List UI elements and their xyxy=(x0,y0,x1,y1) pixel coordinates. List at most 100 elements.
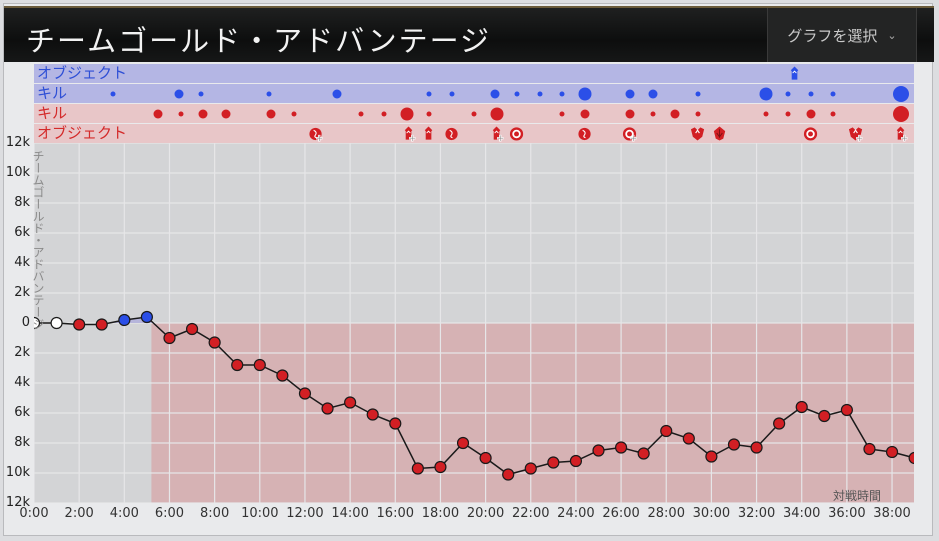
data-point[interactable] xyxy=(411,462,424,475)
dragon-icon[interactable] xyxy=(444,125,460,142)
kill-marker[interactable] xyxy=(808,91,814,97)
kill-marker[interactable] xyxy=(559,111,565,117)
kill-marker[interactable] xyxy=(266,91,272,97)
kill-marker[interactable] xyxy=(426,91,432,97)
data-point[interactable] xyxy=(750,441,763,454)
kill-marker[interactable] xyxy=(490,107,504,121)
kill-marker[interactable] xyxy=(893,86,910,102)
data-point[interactable] xyxy=(253,358,266,372)
kill-marker[interactable] xyxy=(174,89,183,99)
kill-marker[interactable] xyxy=(381,111,387,117)
kill-marker[interactable] xyxy=(358,111,364,117)
data-point[interactable] xyxy=(773,417,786,430)
x-axis-label: 対戦時間 xyxy=(833,489,882,503)
data-point[interactable] xyxy=(524,462,537,475)
kill-marker[interactable] xyxy=(806,109,816,119)
kill-marker[interactable] xyxy=(537,91,543,97)
data-point[interactable] xyxy=(389,417,402,430)
kill-marker[interactable] xyxy=(578,87,592,101)
kill-marker[interactable] xyxy=(514,91,520,97)
x-tick-label: 16:00 xyxy=(376,506,414,521)
data-point[interactable] xyxy=(366,408,379,421)
tower-icon[interactable] xyxy=(787,65,803,82)
data-point[interactable] xyxy=(818,409,831,423)
data-point[interactable] xyxy=(863,442,876,456)
inhibitor-icon[interactable] xyxy=(509,125,525,142)
data-point[interactable] xyxy=(592,444,605,457)
inhibitor-icon[interactable] xyxy=(803,125,819,142)
kill-marker[interactable] xyxy=(580,109,590,119)
data-point[interactable] xyxy=(479,451,492,465)
kill-marker[interactable] xyxy=(670,109,680,119)
data-point[interactable] xyxy=(885,445,899,459)
kill-marker[interactable] xyxy=(785,91,791,97)
graph-select-dropdown[interactable]: グラフを選択 ⌄ xyxy=(767,8,917,62)
data-point[interactable] xyxy=(73,318,86,331)
y-tick-label: 10k xyxy=(5,165,30,180)
kill-marker[interactable] xyxy=(426,111,432,117)
tower-icon[interactable] xyxy=(421,125,437,142)
data-point[interactable] xyxy=(298,387,312,400)
tower-icon[interactable] xyxy=(893,125,909,142)
kill-marker[interactable] xyxy=(893,106,910,122)
data-point[interactable] xyxy=(682,432,695,445)
data-point[interactable] xyxy=(456,436,470,450)
blue-objective-row: オブジェクト xyxy=(34,64,914,83)
tower-icon[interactable] xyxy=(489,125,505,142)
dragon-icon[interactable] xyxy=(577,125,593,142)
data-point[interactable] xyxy=(276,369,289,382)
herald-icon[interactable] xyxy=(712,125,728,142)
data-point[interactable] xyxy=(50,316,63,330)
kill-marker[interactable] xyxy=(198,91,204,97)
data-point[interactable] xyxy=(118,313,131,327)
kill-marker[interactable] xyxy=(648,89,658,99)
data-point[interactable] xyxy=(185,322,199,336)
kill-marker[interactable] xyxy=(266,109,276,119)
kill-marker[interactable] xyxy=(695,91,701,97)
kill-marker[interactable] xyxy=(695,111,701,117)
tower-icon[interactable] xyxy=(401,125,417,142)
data-point[interactable] xyxy=(660,424,673,438)
data-point[interactable] xyxy=(434,460,447,474)
kill-marker[interactable] xyxy=(291,111,297,117)
kill-marker[interactable] xyxy=(153,109,163,119)
data-point[interactable] xyxy=(705,450,718,463)
data-point[interactable] xyxy=(840,403,853,417)
kill-marker[interactable] xyxy=(759,87,773,101)
data-point[interactable] xyxy=(795,400,808,414)
data-point[interactable] xyxy=(502,468,515,481)
dragon-icon[interactable] xyxy=(308,125,324,142)
kill-marker[interactable] xyxy=(625,109,635,119)
kill-marker[interactable] xyxy=(830,91,836,97)
kill-marker[interactable] xyxy=(490,89,500,99)
data-point[interactable] xyxy=(614,441,628,454)
data-point[interactable] xyxy=(637,447,650,460)
data-point[interactable] xyxy=(321,402,334,415)
kill-marker[interactable] xyxy=(830,111,836,117)
data-point[interactable] xyxy=(727,438,741,451)
data-point[interactable] xyxy=(95,318,108,331)
data-point[interactable] xyxy=(231,358,244,372)
kill-marker[interactable] xyxy=(785,111,791,117)
data-point[interactable] xyxy=(163,331,176,345)
data-point[interactable] xyxy=(140,310,154,324)
kill-marker[interactable] xyxy=(400,107,414,121)
kill-marker[interactable] xyxy=(559,91,565,97)
data-point[interactable] xyxy=(208,336,221,349)
data-point[interactable] xyxy=(569,454,583,468)
kill-marker[interactable] xyxy=(110,91,116,97)
data-point[interactable] xyxy=(547,456,560,469)
inhibitor-icon[interactable] xyxy=(622,125,638,142)
kill-marker[interactable] xyxy=(650,111,656,117)
kill-marker[interactable] xyxy=(625,89,635,99)
kill-marker[interactable] xyxy=(471,111,477,117)
data-point[interactable] xyxy=(344,396,357,409)
kill-marker[interactable] xyxy=(332,89,342,99)
baron-icon[interactable] xyxy=(848,125,864,142)
kill-marker[interactable] xyxy=(178,111,184,117)
kill-marker[interactable] xyxy=(198,109,208,119)
kill-marker[interactable] xyxy=(763,111,769,117)
baron-icon[interactable] xyxy=(690,125,706,142)
kill-marker[interactable] xyxy=(449,91,455,97)
kill-marker[interactable] xyxy=(221,109,231,119)
